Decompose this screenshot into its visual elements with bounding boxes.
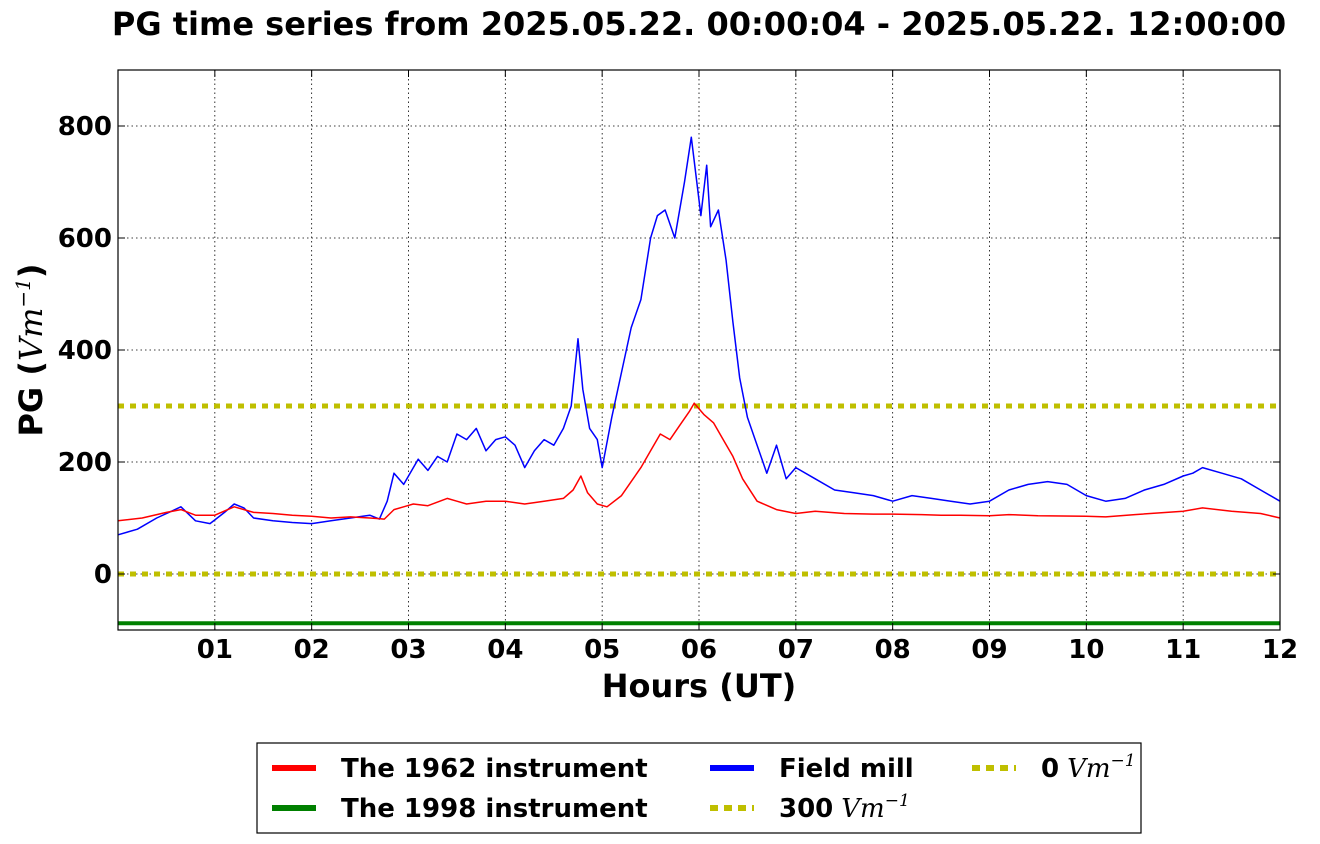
legend-label-text: The 1962 instrument <box>341 754 648 784</box>
axis-ticks: 01 02 03 04 05 06 07 08 09 10 11 12 0 200 400 600 800 <box>58 70 1298 665</box>
x-tick-label: 04 <box>487 635 523 665</box>
x-axis-label: Hours (UT) <box>602 667 797 705</box>
legend-label-text: The 1998 instrument <box>341 794 648 824</box>
chart-title: PG time series from 2025.05.22. 00:00:04… <box>112 5 1286 43</box>
y-axis-label-exponent: −1 <box>11 278 35 307</box>
y-axis-label-text: PG ( <box>12 361 50 436</box>
x-tick-label: 07 <box>778 635 814 665</box>
legend-label: Field mill <box>779 754 914 784</box>
x-tick-label: 12 <box>1262 635 1298 665</box>
x-tick-label: 09 <box>971 635 1007 665</box>
legend-label: 300 Vm−1 <box>779 791 910 824</box>
x-tick-label: 01 <box>197 635 233 665</box>
legend-label-text: Field mill <box>779 754 914 784</box>
series-line-0 <box>117 402 1281 522</box>
grid-lines <box>118 70 1280 630</box>
legend-label: The 1998 instrument <box>341 794 648 824</box>
x-tick-label: 06 <box>681 635 717 665</box>
legend-label: The 1962 instrument <box>341 754 648 784</box>
y-axis-label-unit: Vm <box>12 308 50 361</box>
series-line-2 <box>117 136 1281 536</box>
y-tick-label: 200 <box>58 448 112 478</box>
x-tick-label: 02 <box>294 635 330 665</box>
legend-label-text: 0 <box>1041 754 1059 784</box>
legend-label-unit: Vm <box>1067 754 1110 784</box>
y-tick-label: 0 <box>94 560 112 590</box>
x-tick-label: 05 <box>584 635 620 665</box>
y-tick-label: 800 <box>58 112 112 142</box>
x-tick-label: 08 <box>875 635 911 665</box>
x-tick-label: 11 <box>1165 635 1201 665</box>
legend-label: 0 Vm−1 <box>1041 751 1136 784</box>
y-tick-label: 400 <box>58 336 112 366</box>
legend-box <box>256 742 1142 834</box>
x-tick-label: 10 <box>1068 635 1104 665</box>
legend-label-text: 300 <box>779 794 833 824</box>
x-tick-label: 03 <box>390 635 426 665</box>
legend-label-exponent: −1 <box>885 791 910 811</box>
legend-label-exponent: −1 <box>1111 751 1136 771</box>
legend: The 1962 instrument The 1998 instrument Fi… <box>272 751 1136 824</box>
y-axis-label-close: ) <box>12 263 50 278</box>
y-axis-label: PG (Vm−1) <box>11 263 50 436</box>
legend-label-unit: Vm <box>841 794 884 824</box>
y-tick-label: 600 <box>58 224 112 254</box>
